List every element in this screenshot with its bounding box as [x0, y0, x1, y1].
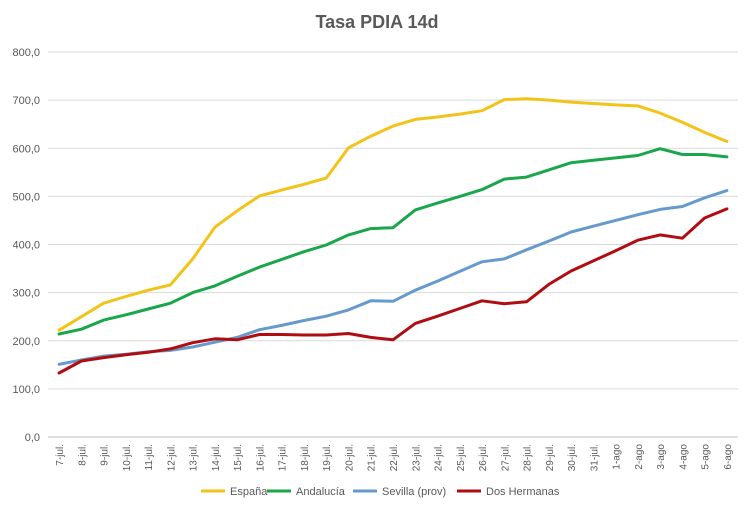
- x-tick-label: 29-jul.: [545, 444, 556, 471]
- x-tick-label: 4-ago: [678, 444, 689, 470]
- x-tick-label: 23-jul.: [411, 444, 422, 471]
- x-tick-label: 19-jul.: [322, 444, 333, 471]
- legend-label: Dos Hermanas: [486, 486, 560, 498]
- x-tick-label: 3-ago: [656, 444, 667, 470]
- chart-title: Tasa PDIA 14d: [315, 12, 438, 32]
- x-tick-label: 26-jul.: [478, 444, 489, 471]
- y-axis-ticks: 0,0 100,0 200,0 300,0 400,0 500,0 600,0 700,0 80…: [12, 47, 40, 444]
- y-tick-label: 400,0: [12, 240, 40, 252]
- legend: España Andalucía Sevilla (prov) Dos Hermana…: [201, 486, 560, 498]
- x-tick-label: 17-jul.: [278, 444, 289, 471]
- x-tick-label: 13-jul.: [189, 444, 200, 471]
- x-tick-label: 20-jul.: [344, 444, 355, 471]
- legend-label: Sevilla (prov): [382, 486, 446, 498]
- series-line-3: [57, 207, 729, 375]
- y-tick-label: 300,0: [12, 288, 40, 300]
- series-lines: [57, 97, 729, 375]
- y-tick-label: 700,0: [12, 95, 40, 107]
- x-tick-label: 24-jul.: [434, 444, 445, 471]
- y-tick-label: 200,0: [12, 336, 40, 348]
- x-tick-label: 27-jul.: [500, 444, 511, 471]
- x-tick-label: 21-jul.: [367, 444, 378, 471]
- x-tick-label: 8-jul.: [77, 444, 88, 466]
- x-tick-label: 25-jul.: [456, 444, 467, 471]
- x-tick-label: 16-jul.: [255, 444, 266, 471]
- x-tick-label: 14-jul.: [211, 444, 222, 471]
- x-tick-label: 6-ago: [723, 444, 734, 470]
- x-tick-label: 5-ago: [701, 444, 712, 470]
- y-tick-label: 600,0: [12, 143, 40, 155]
- x-tick-label: 15-jul.: [233, 444, 244, 471]
- gridlines: [48, 51, 738, 438]
- y-tick-label: 100,0: [12, 384, 40, 396]
- series-line-0: [57, 97, 729, 332]
- x-tick-label: 12-jul.: [166, 444, 177, 471]
- x-axis-ticks: 7-jul. 8-jul. 9-jul. 10-jul. 11-jul. 12-jul. 1…: [55, 444, 734, 472]
- x-tick-label: 1-ago: [612, 444, 623, 470]
- x-tick-label: 2-ago: [634, 444, 645, 470]
- y-tick-label: 0,0: [25, 432, 40, 444]
- legend-label: Andalucía: [296, 486, 346, 498]
- x-tick-label: 30-jul.: [567, 444, 578, 471]
- x-tick-label: 11-jul.: [144, 444, 155, 471]
- y-tick-label: 500,0: [12, 191, 40, 203]
- x-tick-label: 22-jul.: [389, 444, 400, 471]
- x-tick-label: 31-jul.: [589, 444, 600, 471]
- x-tick-label: 7-jul.: [55, 444, 66, 466]
- x-tick-label: 28-jul.: [523, 444, 534, 471]
- legend-label: España: [230, 486, 268, 498]
- x-tick-label: 18-jul.: [300, 444, 311, 471]
- x-tick-label: 9-jul.: [100, 444, 111, 466]
- x-tick-label: 10-jul.: [122, 444, 133, 471]
- y-tick-label: 800,0: [12, 47, 40, 59]
- series-line-1: [57, 147, 729, 336]
